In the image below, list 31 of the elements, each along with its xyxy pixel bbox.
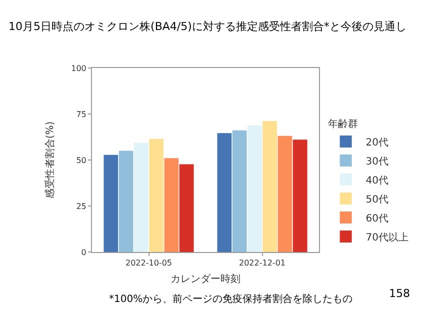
bar (232, 130, 247, 252)
y-tick-label: 0 (81, 248, 86, 257)
legend-label: 30代 (366, 156, 389, 168)
bar (179, 164, 194, 252)
text: *100%から、前ページの免疫保持者割合を除したもの (109, 293, 353, 305)
bar (104, 154, 118, 252)
x-axis-title: カレンダー時刻 (170, 273, 240, 286)
legend-label: 60代 (366, 213, 389, 224)
x-tick-label: 2022-12-01 (239, 258, 286, 268)
legend-label: 70代以上 (366, 231, 409, 244)
x-tick-label: 2022-10-05 (126, 258, 172, 268)
legend-title: 年齢群 (328, 118, 358, 130)
text: 158 (389, 287, 410, 300)
chart-title: 10月5日時点のオミクロン株(BA4/5)に対する推定感受性者割合*と今後の見通し (8, 20, 406, 34)
y-tick-label: 100 (71, 64, 86, 73)
bar (134, 142, 148, 252)
y-tick-label: 25 (76, 202, 86, 211)
legend-label: 20代 (366, 137, 389, 148)
bar (262, 120, 278, 252)
bar (248, 125, 262, 252)
bar (278, 136, 292, 252)
legend-label: 50代 (366, 194, 389, 206)
legend-label: 40代 (366, 175, 389, 186)
bar (118, 150, 134, 252)
bar (217, 133, 232, 252)
y-axis-title: 感受性者割合(%) (44, 121, 56, 199)
y-tick-label: 50 (76, 156, 86, 165)
y-tick-label: 75 (76, 110, 86, 119)
bar (164, 158, 179, 252)
bar (292, 140, 308, 252)
bar (149, 138, 164, 252)
